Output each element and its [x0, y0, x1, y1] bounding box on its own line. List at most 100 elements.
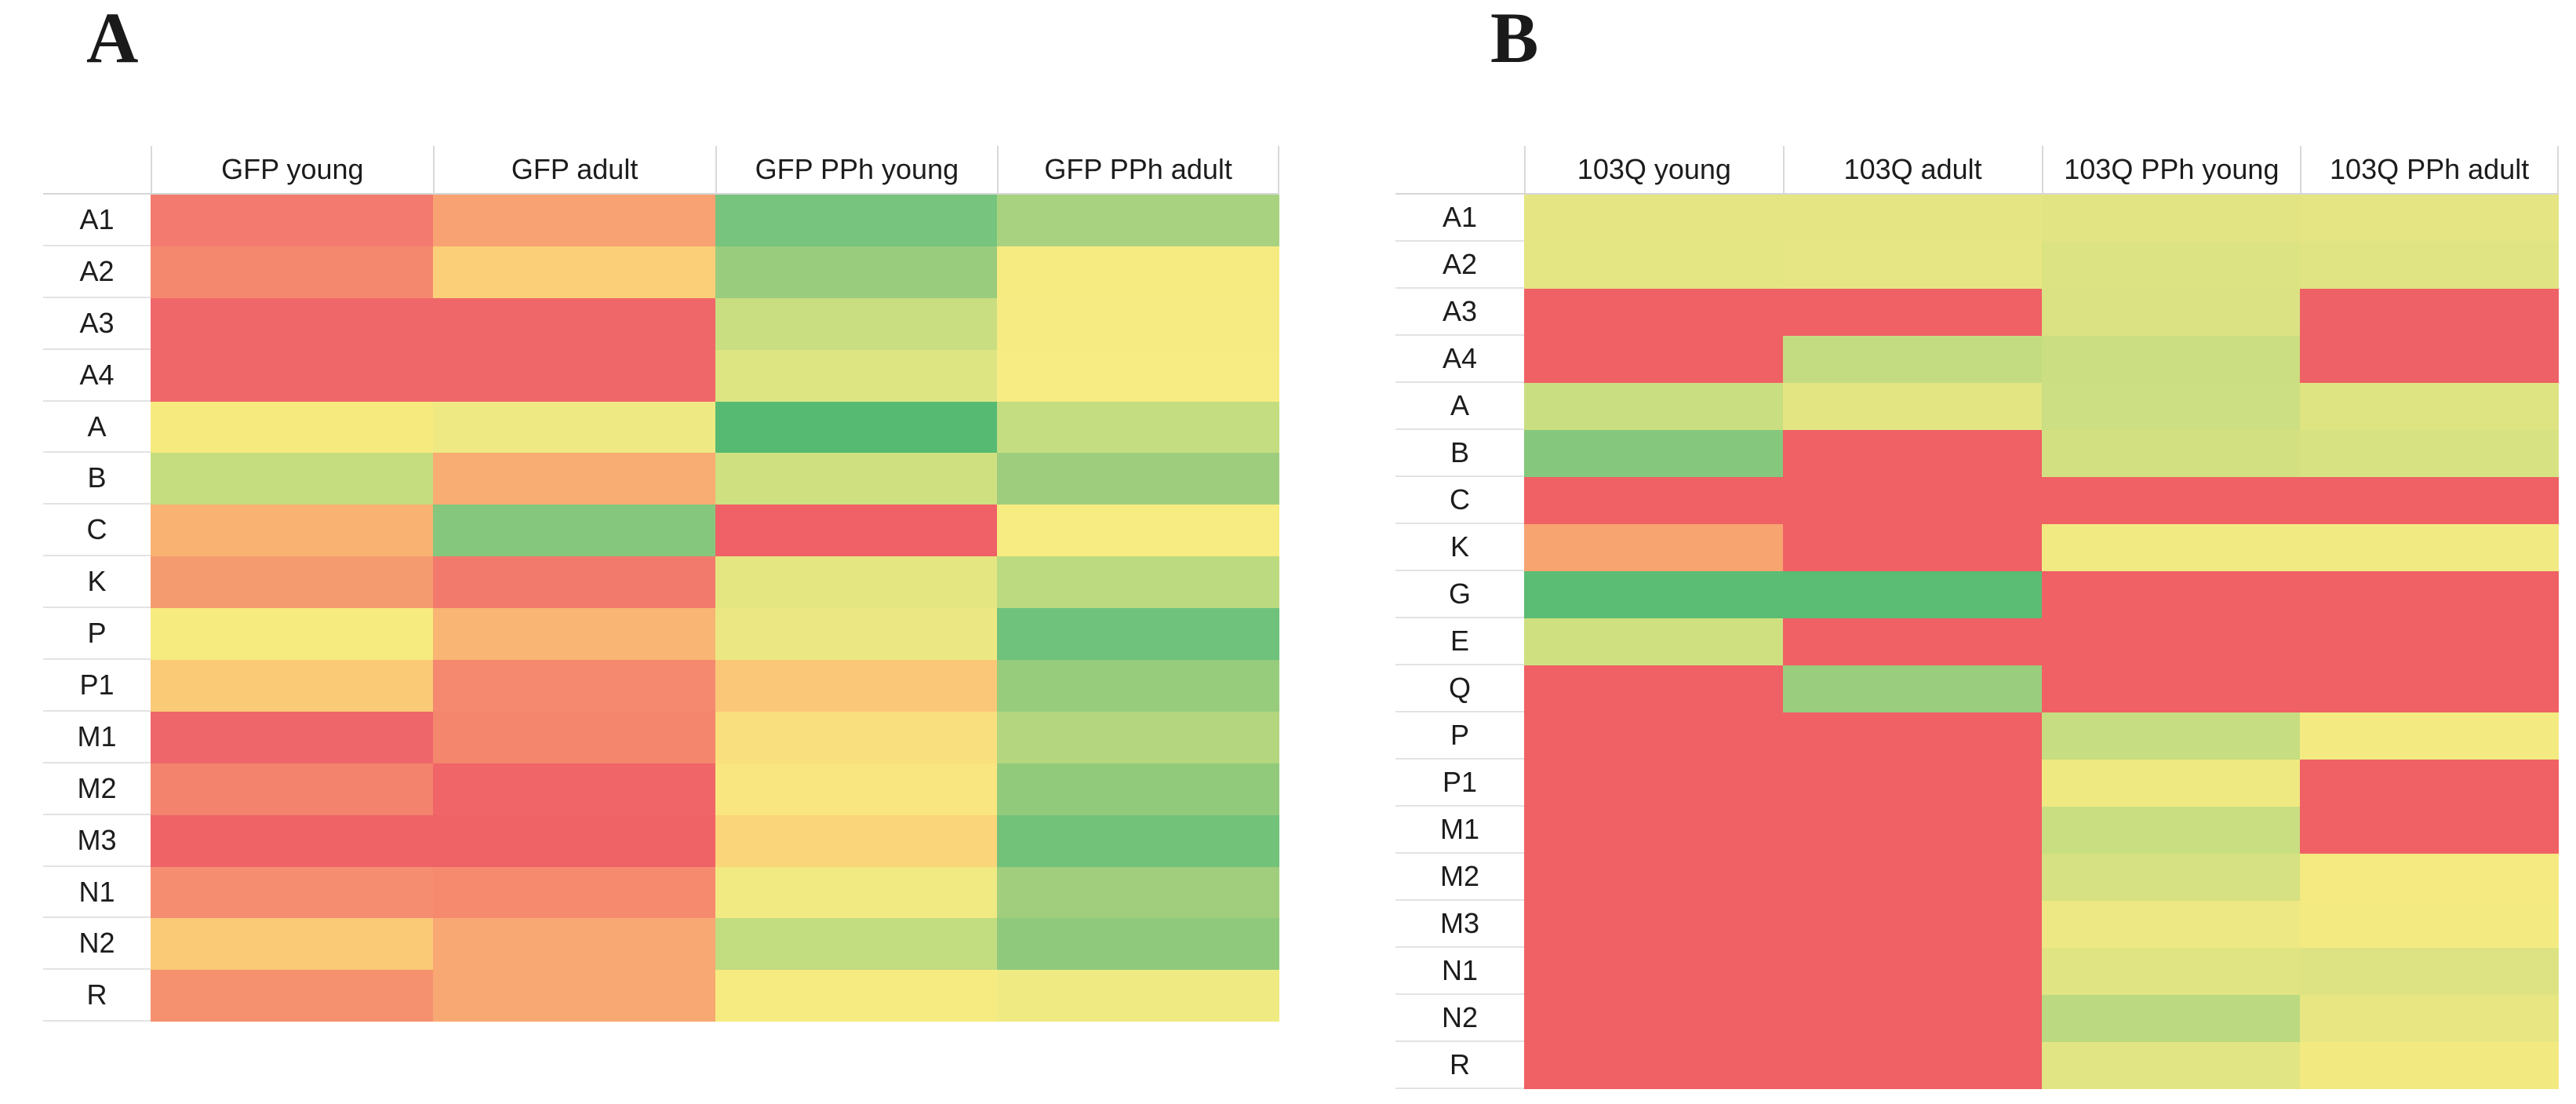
heatmap-cell — [2041, 854, 2301, 901]
corner-cell — [43, 146, 151, 195]
row-label: A3 — [43, 297, 151, 350]
row-label: A1 — [1395, 195, 1524, 242]
heatmap-cell — [151, 297, 433, 350]
heatmap-cell — [1524, 901, 1783, 948]
heatmap-cell — [2041, 571, 2301, 618]
heatmap-cell — [151, 505, 433, 557]
heatmap-cell — [715, 297, 998, 350]
heatmap-cell — [432, 349, 715, 402]
heatmap-cell — [2300, 289, 2559, 336]
heatmap-cell — [997, 763, 1279, 815]
heatmap-cell — [2300, 336, 2559, 383]
heatmap-cell — [2041, 1042, 2301, 1089]
column-header: 103Q young — [1524, 146, 1783, 195]
column-header: GFP PPh young — [715, 146, 998, 195]
heatmap-cell — [151, 556, 433, 609]
row-label: N2 — [1395, 995, 1524, 1042]
heatmap-cell — [2300, 665, 2559, 712]
heatmap-cell — [715, 505, 998, 557]
row-label: P1 — [43, 660, 151, 712]
heatmap-cell — [2300, 195, 2559, 242]
heatmap-cell — [1524, 995, 1783, 1042]
heatmap-cell — [715, 246, 998, 298]
heatmap-cell — [2041, 524, 2301, 571]
heatmap-cell — [432, 608, 715, 661]
heatmap-cell — [1524, 336, 1783, 383]
row-label: A3 — [1395, 289, 1524, 336]
heatmap-cell — [2300, 571, 2559, 618]
heatmap-cell — [432, 763, 715, 815]
heatmap-cell — [432, 297, 715, 350]
heatmap-panel-a: GFP young GFP adult GFP PPh young GFP PPh a… — [43, 146, 1279, 1022]
row-label: A4 — [43, 349, 151, 402]
row-label: A2 — [1395, 242, 1524, 289]
column-header: GFP young — [151, 146, 433, 195]
heatmap-cell — [715, 918, 998, 971]
heatmap-cell — [2300, 854, 2559, 901]
heatmap-cell — [997, 608, 1279, 661]
heatmap-cell — [1524, 1042, 1783, 1089]
heatmap-cell — [1782, 760, 2042, 807]
heatmap-cell — [715, 349, 998, 402]
heatmap-cell — [1524, 242, 1783, 289]
heatmap-cell — [997, 660, 1279, 712]
heatmap-cell — [1524, 854, 1783, 901]
column-header: GFP adult — [432, 146, 715, 195]
heatmap-cell — [2041, 289, 2301, 336]
heatmap-cell — [2300, 995, 2559, 1042]
heatmap-cell — [2300, 760, 2559, 807]
heatmap-cell — [1524, 807, 1783, 854]
heatmap-cell — [1524, 524, 1783, 571]
row-label: Q — [1395, 665, 1524, 712]
row-label: M2 — [1395, 854, 1524, 901]
row-label: E — [1395, 618, 1524, 665]
heatmap-cell — [1524, 571, 1783, 618]
heatmap-cell — [1524, 383, 1783, 430]
heatmap-cell — [2300, 901, 2559, 948]
heatmap-cell — [2041, 665, 2301, 712]
heatmap-cell — [151, 401, 433, 454]
heatmap-cell — [432, 505, 715, 557]
heatmap-cell — [997, 970, 1279, 1022]
heatmap-cell — [2041, 430, 2301, 477]
heatmap-cell — [997, 556, 1279, 609]
heatmap-cell — [1524, 712, 1783, 760]
heatmap-cell — [432, 660, 715, 712]
row-label: R — [1395, 1042, 1524, 1089]
row-label: C — [1395, 477, 1524, 524]
heatmap-cell — [2300, 524, 2559, 571]
heatmap-cell — [2041, 948, 2301, 995]
row-label: G — [1395, 571, 1524, 618]
heatmap-cell — [715, 453, 998, 505]
heatmap-cell — [151, 918, 433, 971]
heatmap-cell — [715, 608, 998, 661]
heatmap-cell — [2041, 618, 2301, 665]
heatmap-cell — [2041, 195, 2301, 242]
heatmap-cell — [997, 349, 1279, 402]
heatmap-cell — [151, 349, 433, 402]
heatmap-cell — [432, 195, 715, 246]
row-label: A4 — [1395, 336, 1524, 383]
heatmap-cell — [151, 970, 433, 1022]
heatmap-cell — [1782, 571, 2042, 618]
row-label: A2 — [43, 246, 151, 298]
heatmap-cell — [2041, 807, 2301, 854]
row-label: B — [1395, 430, 1524, 477]
row-label: P — [1395, 712, 1524, 760]
heatmap-cell — [1782, 995, 2042, 1042]
heatmap-cell — [432, 970, 715, 1022]
heatmap-cell — [997, 505, 1279, 557]
panel-a-label: A — [86, 0, 139, 78]
heatmap-cell — [715, 814, 998, 867]
heatmap-cell — [997, 814, 1279, 867]
row-label: N1 — [1395, 948, 1524, 995]
heatmap-cell — [715, 401, 998, 454]
heatmap-cell — [1782, 901, 2042, 948]
heatmap-cell — [997, 453, 1279, 505]
row-label: C — [43, 505, 151, 557]
heatmap-cell — [1782, 477, 2042, 524]
heatmap-cell — [1782, 289, 2042, 336]
row-label: P1 — [1395, 760, 1524, 807]
heatmap-cell — [1524, 665, 1783, 712]
heatmap-cell — [1524, 430, 1783, 477]
